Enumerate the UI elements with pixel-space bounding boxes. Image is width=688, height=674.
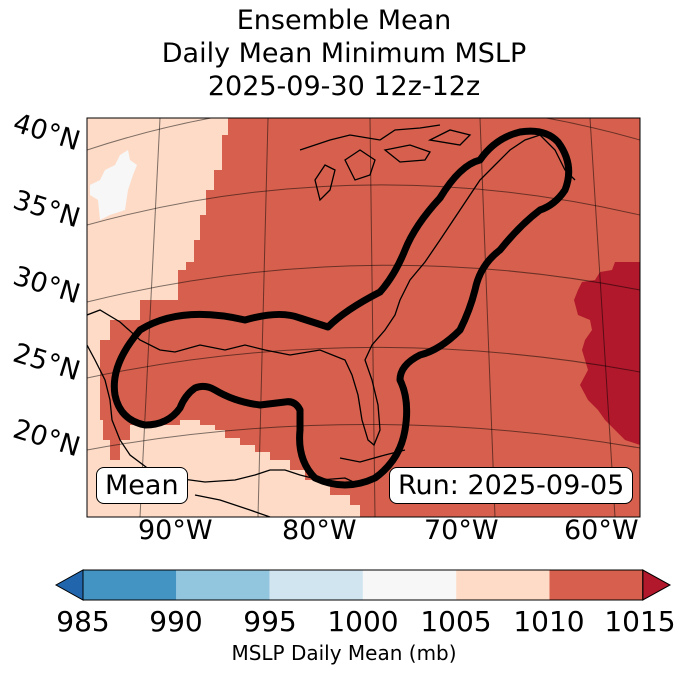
mean-label-box: Mean xyxy=(96,467,188,504)
pressure-field-gt-1015 xyxy=(574,262,640,445)
colorbar-extend-low xyxy=(54,569,84,601)
mslp-contour xyxy=(110,127,573,489)
colorbar-bin-1005 xyxy=(456,570,550,600)
lon-label-60w: 60°W xyxy=(564,515,639,546)
colorbar-bin-1010 xyxy=(549,570,643,600)
title-line-2: Daily Mean Minimum MSLP xyxy=(161,38,527,69)
colorbar-label: MSLP Daily Mean (mb) xyxy=(231,641,457,665)
colorbar xyxy=(54,569,672,601)
colorbar-tick-1000: 1000 xyxy=(327,605,399,638)
colorbar-bin-985 xyxy=(83,570,177,600)
colorbar-tick-985: 985 xyxy=(56,605,110,638)
colorbar-bin-1000 xyxy=(362,570,457,600)
colorbar-tick-990: 990 xyxy=(149,605,203,638)
colorbar-tick-1015: 1015 xyxy=(604,605,676,638)
colorbar-tick-1010: 1010 xyxy=(513,605,585,638)
colorbar-extend-high xyxy=(642,569,672,601)
colorbar-tick-1005: 1005 xyxy=(420,605,492,638)
lon-label-90w: 90°W xyxy=(138,515,213,546)
pressure-field-1000-1005 xyxy=(90,150,137,220)
colorbar-bin-995 xyxy=(269,570,363,600)
title-line-3: 2025-09-30 12z-12z xyxy=(207,71,481,102)
run-label-box: Run: 2025-09-05 xyxy=(389,467,634,504)
colorbar-tick-995: 995 xyxy=(243,605,297,638)
colorbar-bin-990 xyxy=(176,570,270,600)
title-line-1: Ensemble Mean xyxy=(236,5,452,36)
lon-label-80w: 80°W xyxy=(282,515,357,546)
lon-label-70w: 70°W xyxy=(424,515,499,546)
